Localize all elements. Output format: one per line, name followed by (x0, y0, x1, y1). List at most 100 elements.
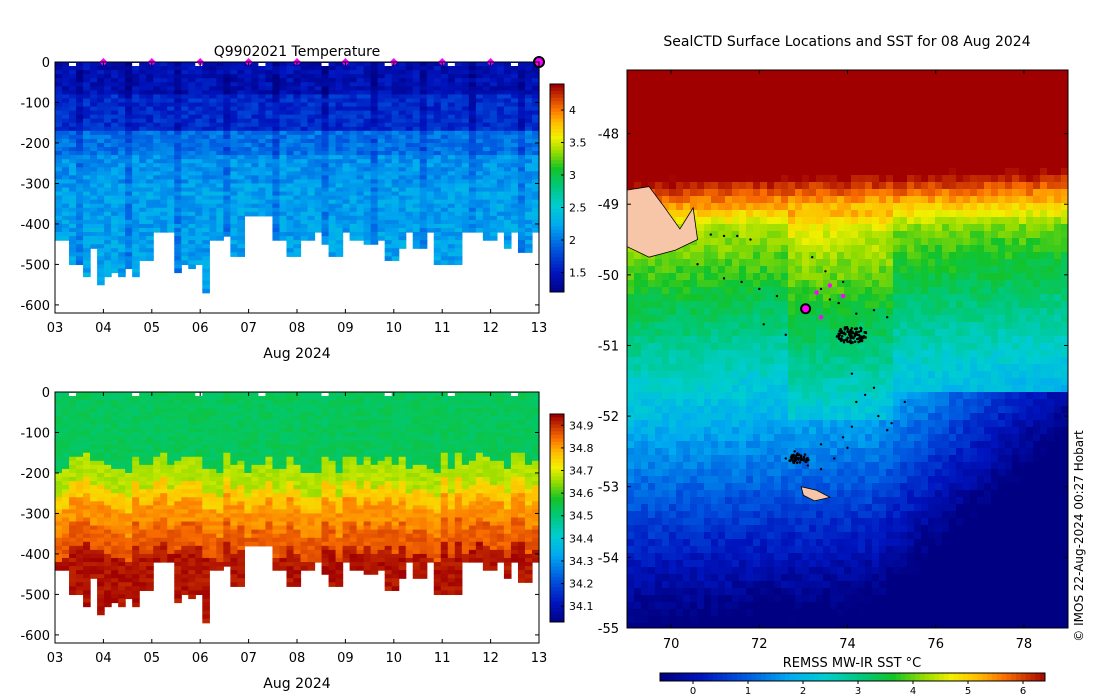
profile-cell (62, 537, 70, 543)
profile-cell (69, 493, 77, 498)
profile-cell (132, 529, 140, 535)
profile-cell (489, 211, 498, 217)
profile-cell (132, 223, 140, 229)
profile-cell (531, 219, 540, 225)
profile-cell (300, 62, 309, 67)
profile-cell (111, 102, 119, 108)
profile-cell (391, 78, 400, 83)
colorbar-segment (550, 219, 564, 224)
profile-cell (489, 159, 498, 164)
profile-cell (83, 191, 91, 197)
profile-cell (153, 408, 161, 413)
profile-cell (230, 570, 238, 575)
profile-cell (153, 472, 161, 478)
profile-cell (139, 489, 147, 494)
profile-cell (118, 199, 126, 205)
profile-cell (524, 114, 533, 120)
profile-cell (83, 155, 91, 160)
profile-cell (230, 477, 238, 482)
profile-cell (202, 549, 210, 555)
profile-cell (153, 159, 161, 164)
profile-cell (104, 456, 112, 462)
profile-cell (307, 199, 316, 205)
temperature-title: Q9902021 Temperature (214, 44, 381, 60)
profile-cell (160, 86, 168, 91)
profile-cell (83, 240, 91, 245)
profile-cell (188, 215, 196, 221)
profile-cell (461, 207, 470, 213)
profile-cell (118, 223, 126, 229)
profile-cell (153, 138, 161, 144)
profile-cell (370, 199, 379, 205)
profile-cell (97, 570, 105, 575)
profile-cell (433, 215, 442, 221)
profile-cell (202, 219, 210, 225)
profile-cell (230, 223, 238, 229)
profile-cell (146, 553, 154, 559)
profile-cell (111, 134, 119, 140)
profile-cell (76, 147, 84, 152)
profile-cell (195, 191, 203, 197)
profile-cell (181, 90, 189, 95)
profile-cell (503, 106, 512, 112)
profile-cell (496, 70, 505, 75)
profile-cell (489, 130, 498, 136)
profile-cell (90, 66, 98, 71)
profile-cell (279, 195, 288, 201)
profile-cell (433, 78, 442, 83)
profile-cell (272, 489, 281, 494)
profile-cell (440, 102, 449, 108)
profile-cell (433, 167, 442, 172)
profile-cell (62, 207, 70, 213)
profile-cell (482, 175, 491, 180)
profile-cell (160, 207, 168, 213)
profile-cell (132, 489, 140, 494)
profile-cell (153, 183, 161, 189)
profile-cell (167, 541, 175, 547)
profile-cell (433, 248, 442, 253)
profile-cell (279, 110, 288, 116)
profile-cell (237, 472, 245, 478)
colorbar-segment (550, 84, 564, 88)
profile-cell (76, 227, 84, 233)
profile-cell (181, 440, 189, 446)
profile-cell (69, 126, 77, 132)
profile-cell (62, 179, 70, 185)
profile-cell (370, 223, 379, 229)
profile-cell (146, 151, 154, 156)
profile-cell (167, 175, 175, 180)
profile-cell (153, 416, 161, 421)
profile-cell (146, 191, 154, 197)
colorbar-segment (550, 177, 564, 182)
profile-cell (111, 98, 119, 104)
profile-cell (223, 444, 231, 450)
profile-cell (216, 557, 224, 563)
profile-cell (83, 223, 91, 229)
profile-cell (195, 586, 203, 591)
profile-cell (188, 171, 196, 176)
profile-cell (174, 260, 182, 266)
profile-cell (503, 102, 512, 108)
profile-cell (293, 215, 302, 221)
colorbar-segment (550, 97, 564, 102)
profile-cell (447, 110, 456, 116)
profile-cell (174, 404, 182, 409)
profile-cell (265, 400, 274, 405)
profile-cell (398, 138, 407, 144)
profile-cell (293, 436, 302, 442)
profile-cell (125, 159, 133, 164)
profile-cell (265, 537, 274, 543)
profile-cell (125, 513, 133, 519)
profile-cell (321, 215, 330, 221)
profile-cell (111, 505, 119, 510)
profile-cell (104, 191, 112, 197)
profile-cell (328, 252, 337, 257)
profile-cell (97, 82, 105, 87)
profile-cell (440, 256, 449, 261)
profile-cell (349, 78, 358, 83)
profile-cell (195, 122, 203, 128)
profile-cell (419, 203, 428, 209)
profile-cell (188, 155, 196, 160)
profile-cell (62, 118, 70, 124)
profile-cell (272, 557, 281, 563)
